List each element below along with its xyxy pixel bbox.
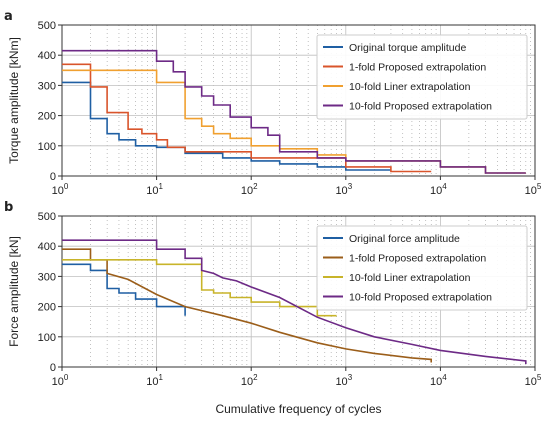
series-line-3: [62, 258, 337, 317]
series-line-2: [62, 63, 432, 173]
x-axis-label: Cumulative frequency of cycles: [215, 402, 381, 416]
y-tick-label: 100: [38, 332, 56, 344]
y-tick-label: 300: [38, 271, 56, 283]
legend-label: 10-fold Liner extrapolation: [349, 81, 471, 93]
legend: Original torque amplitude 1-fold Proposed…: [316, 34, 528, 120]
x-tick-label: 102: [241, 373, 258, 388]
y-tick-label: 0: [50, 362, 56, 374]
panel-label: b: [4, 200, 13, 215]
legend-label: 1-fold Proposed extrapolation: [349, 62, 486, 74]
y-tick-label: 300: [38, 80, 56, 92]
series-line-4: [62, 239, 527, 364]
x-tick-label: 102: [241, 182, 258, 197]
y-axis-label: Torque amplitude [kNm]: [7, 37, 21, 164]
y-tick-label: 0: [50, 171, 56, 183]
legend-label: 1-fold Proposed extrapolation: [349, 253, 486, 265]
legend-label: 10-fold Proposed extrapolation: [349, 292, 492, 304]
y-tick-label: 100: [38, 141, 56, 153]
y-tick-label: 400: [38, 241, 56, 253]
y-tick-label: 400: [38, 50, 56, 62]
x-tick-label: 101: [146, 182, 163, 197]
series-line-4: [62, 49, 526, 174]
plot-frame: [61, 24, 536, 177]
panel-label: a: [4, 9, 13, 24]
legend-label: Original torque amplitude: [349, 42, 466, 54]
legend: Original force amplitude 1-fold Proposed …: [316, 225, 528, 311]
y-tick-label: 200: [38, 111, 56, 123]
legend-label: Original force amplitude: [349, 233, 460, 245]
y-tick-label: 500: [38, 20, 56, 32]
y-axis-label: Force amplitude [kN]: [7, 236, 21, 347]
x-tick-label: 103: [335, 182, 352, 197]
x-tick-label: 105: [525, 182, 542, 197]
x-tick-label: 103: [335, 373, 352, 388]
x-tick-label: 100: [52, 182, 69, 197]
series-line-1: [62, 263, 186, 316]
legend-label: 10-fold Liner extrapolation: [349, 272, 471, 284]
legend-box: [316, 225, 528, 311]
legend-box: [316, 34, 528, 120]
y-tick-label: 500: [38, 211, 56, 223]
legend-label: 10-fold Proposed extrapolation: [349, 101, 492, 113]
y-tick-label: 200: [38, 302, 56, 314]
x-tick-label: 104: [430, 373, 447, 388]
x-tick-label: 104: [430, 182, 447, 197]
x-tick-label: 105: [525, 373, 542, 388]
x-tick-label: 100: [52, 373, 69, 388]
plot-frame: [61, 215, 536, 368]
x-tick-label: 101: [146, 373, 163, 388]
